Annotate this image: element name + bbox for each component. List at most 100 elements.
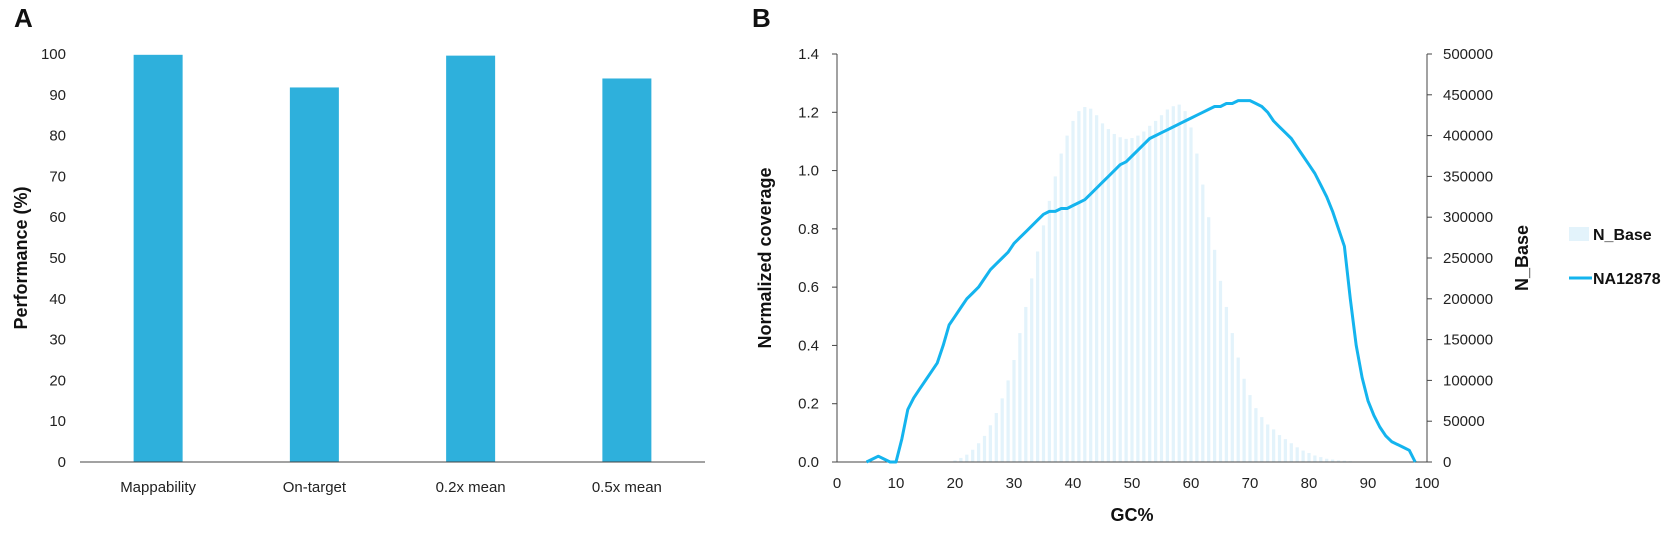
n-base-bar (953, 460, 957, 462)
n-base-bar (976, 443, 981, 462)
n-base-bar (988, 425, 993, 462)
n-base-bar (982, 435, 987, 462)
y2-tick-label: 200000 (1443, 291, 1493, 308)
n-base-bar (1218, 280, 1223, 462)
x-tick-label: 40 (1065, 475, 1082, 492)
n-base-bar (1106, 129, 1111, 462)
n-base-bar (1283, 439, 1288, 462)
bar-0-2x-mean (446, 55, 496, 463)
legend-label-n-base: N_Base (1593, 227, 1652, 244)
n-base-bar (1212, 249, 1217, 462)
y-tick-label: 1.2 (798, 104, 819, 121)
x-tick-label: 70 (1242, 475, 1259, 492)
bar-on-target (289, 87, 339, 463)
y-tick-label: 0.4 (798, 337, 819, 354)
n-base-bar (1130, 138, 1134, 462)
x-tick-label: On-target (283, 479, 347, 496)
n-base-bar (1083, 107, 1087, 462)
y2-tick-label: 150000 (1443, 332, 1493, 349)
n-base-bar (1319, 457, 1323, 462)
n-base-bar (1195, 153, 1199, 462)
n-base-bar (1301, 450, 1305, 462)
x-axis-ticks: 0 10 20 30 40 50 60 70 80 90 100 (833, 475, 1440, 492)
x-tick-label: 10 (888, 475, 905, 492)
n-base-bar (1242, 378, 1246, 462)
x-tick-label: 90 (1360, 475, 1377, 492)
n-base-bar (1171, 106, 1175, 462)
n-base-bar (1000, 398, 1004, 462)
n-base-bar (1330, 459, 1335, 462)
n-base-bar (1295, 447, 1299, 462)
x-tick-label: 30 (1006, 475, 1023, 492)
y2-tick-label: 250000 (1443, 250, 1493, 267)
x-axis-label: GC% (1110, 505, 1153, 525)
n-base-bar (1248, 395, 1252, 462)
legend: N_Base NA12878 (1569, 227, 1661, 288)
y-axis-label: Performance (%) (11, 186, 31, 329)
x-tick-label: 20 (947, 475, 964, 492)
n-base-bar (1077, 111, 1081, 463)
y-tick-label: 0.2 (798, 396, 819, 413)
bar-series (133, 54, 652, 463)
y-tick-label: 30 (49, 332, 66, 349)
y2-tick-label: 300000 (1443, 209, 1493, 226)
n-base-bar (1342, 460, 1347, 462)
x-tick-label: 100 (1414, 475, 1439, 492)
n-base-bar (1124, 138, 1128, 462)
n-base-bar (1136, 135, 1140, 462)
line-series-na12878 (865, 99, 1417, 464)
n-base-bar (1260, 417, 1264, 462)
y-tick-label: 0.6 (798, 279, 819, 296)
n-base-bar (1159, 115, 1164, 462)
left-y-axis-label: Normalized coverage (755, 167, 775, 348)
n-base-bar (1266, 424, 1270, 462)
n-base-bar (1153, 120, 1158, 463)
n-base-bar (1059, 153, 1063, 462)
n-base-bar (971, 449, 975, 462)
n-base-bar (1041, 225, 1046, 462)
y2-tick-label: 0 (1443, 454, 1451, 471)
y-tick-label: 90 (49, 87, 66, 104)
bar-0-5x-mean (602, 78, 652, 462)
n-base-bar (1148, 125, 1152, 463)
panel-label-b: B (752, 3, 771, 33)
n-base-bar (1201, 184, 1205, 462)
y-tick-label: 50 (49, 250, 66, 267)
x-tick-label: 60 (1183, 475, 1200, 492)
n-base-bar (1024, 306, 1028, 462)
n-base-bars (953, 104, 1358, 463)
n-base-bar (1100, 123, 1105, 463)
panel-label-a: A (14, 3, 33, 33)
x-tick-label: 0.5x mean (592, 479, 662, 496)
x-tick-label: 80 (1301, 475, 1318, 492)
n-base-bar (1189, 127, 1193, 462)
y-tick-label: 100 (41, 46, 66, 63)
n-base-bar (1089, 108, 1093, 462)
n-base-bar (1035, 251, 1040, 462)
n-base-bar (1012, 360, 1016, 462)
y-tick-label: 70 (49, 168, 66, 185)
n-base-bar (1053, 176, 1057, 462)
legend-swatch-n-base (1569, 227, 1589, 241)
n-base-bar (965, 454, 969, 462)
n-base-bar (1030, 278, 1034, 462)
y-axis-ticks: 0 10 20 30 40 50 60 70 80 90 100 (41, 46, 66, 471)
y-tick-label: 0.8 (798, 221, 819, 238)
y-tick-label: 80 (49, 128, 66, 145)
bar-chart-performance: 0 10 20 30 40 50 60 70 80 90 100 Mappability On-tar… (11, 46, 705, 496)
y-tick-label: 0 (58, 454, 66, 471)
n-base-bar (1236, 357, 1240, 462)
bar-mappability (133, 54, 183, 462)
n-base-bar (1094, 115, 1099, 462)
n-base-bar (1071, 120, 1075, 463)
n-base-bar (1118, 137, 1122, 462)
n-base-bar (1230, 333, 1234, 462)
y2-tick-label: 500000 (1443, 46, 1493, 63)
n-base-bar (1224, 306, 1229, 462)
n-base-bar (1313, 455, 1317, 462)
n-base-bar (1207, 217, 1211, 462)
y-tick-label: 0.0 (798, 454, 819, 471)
y-tick-label: 20 (49, 372, 66, 389)
y2-tick-label: 50000 (1443, 413, 1485, 430)
y-tick-label: 1.4 (798, 46, 819, 63)
